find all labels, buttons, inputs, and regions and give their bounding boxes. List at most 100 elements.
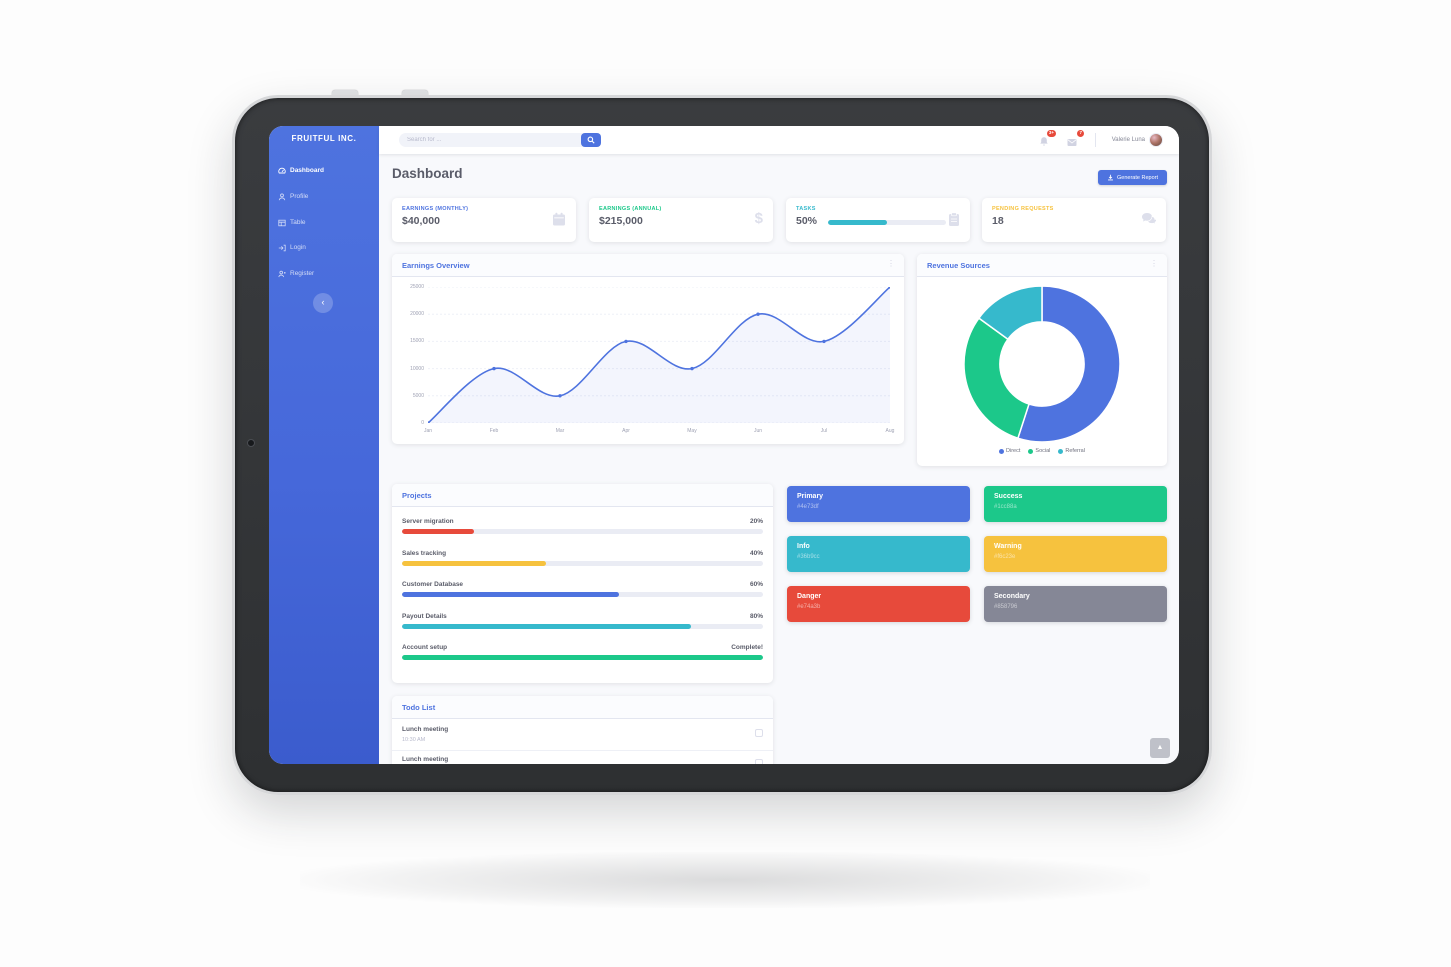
color-card-secondary[interactable]: Secondary #858796 — [984, 586, 1167, 622]
revenue-donut-chart — [963, 285, 1121, 443]
color-name: Danger — [797, 593, 822, 600]
dollar-icon: $ — [754, 210, 763, 227]
kebab-menu-icon[interactable]: ⋮ — [1150, 259, 1158, 268]
color-card-warning[interactable]: Warning #f6c23e — [984, 536, 1167, 572]
x-tick-label: Feb — [489, 428, 499, 434]
tachometer-icon — [278, 167, 286, 173]
earnings-overview-title: Earnings Overview — [402, 261, 470, 270]
user-avatar[interactable] — [1149, 133, 1163, 147]
color-card-success[interactable]: Success #1cc88a — [984, 486, 1167, 522]
legend-label: Direct — [1006, 448, 1021, 454]
earnings-overview-card: Earnings Overview ⋮ 25000 20000 15000 10000… — [392, 254, 904, 444]
tablet-frame: FRUITFUL INC. Dashboard Profile Table Lo… — [232, 95, 1212, 795]
sidebar-item-label: Login — [290, 244, 306, 251]
revenue-sources-card: Revenue Sources ⋮ Direct Social Referral — [917, 254, 1167, 466]
dashboard-screen: FRUITFUL INC. Dashboard Profile Table Lo… — [269, 126, 1179, 764]
topbar: 3+ 7 Valerie Luna — [379, 126, 1179, 154]
project-row: Server migration 20% — [402, 515, 763, 546]
legend-item-social[interactable]: Social — [1028, 448, 1050, 454]
stat-card-pending-requests[interactable]: PENDING REQUESTS 18 — [982, 198, 1166, 242]
legend-label: Social — [1035, 448, 1051, 454]
color-hex: #e74a3b — [797, 604, 821, 610]
color-card-info[interactable]: Info #36b9cc — [787, 536, 970, 572]
y-tick-label: 5000 — [412, 392, 424, 399]
progress-track — [402, 529, 763, 534]
project-name: Sales tracking — [402, 549, 447, 557]
todo-item-title: Lunch meeting — [402, 756, 449, 763]
color-hex: #f6c23e — [994, 554, 1016, 560]
topbar-divider — [1095, 133, 1096, 147]
todo-divider — [392, 750, 773, 751]
donut-slice-social[interactable] — [963, 317, 1030, 440]
stat-value: 50% — [796, 215, 818, 227]
y-tick-label: 15000 — [410, 338, 424, 345]
y-tick-label: 0 — [421, 420, 424, 426]
generate-report-button[interactable]: Generate Report — [1098, 170, 1167, 185]
stat-label: TASKS — [796, 206, 816, 212]
todo-checkbox[interactable] — [755, 729, 763, 737]
legend-dot — [1028, 448, 1034, 454]
color-card-danger[interactable]: Danger #e74a3b — [787, 586, 970, 622]
progress-fill — [402, 623, 691, 629]
stat-card-tasks[interactable]: TASKS 50% — [786, 198, 970, 242]
sidebar-item-profile[interactable]: Profile — [278, 190, 373, 203]
legend-item-direct[interactable]: Direct — [999, 448, 1020, 454]
color-card-primary[interactable]: Primary #4e73df — [787, 486, 970, 522]
tablet-volume-button — [332, 90, 358, 98]
x-tick-label: May — [687, 428, 697, 434]
card-header: Todo List — [392, 696, 773, 719]
color-hex: #858796 — [994, 604, 1018, 610]
color-name: Primary — [797, 493, 824, 500]
sidebar-item-dashboard[interactable]: Dashboard — [278, 164, 373, 177]
brand-logo[interactable]: FRUITFUL INC. — [291, 134, 357, 143]
x-tick-label: Jun — [753, 428, 763, 434]
sidebar-item-label: Profile — [290, 193, 309, 200]
sidebar-item-register[interactable]: Register — [278, 267, 373, 280]
search-icon — [587, 136, 595, 144]
progress-track — [402, 592, 763, 597]
sidebar-item-login[interactable]: Login — [278, 241, 373, 254]
table-icon — [278, 219, 286, 226]
x-tick-label: Apr — [622, 428, 630, 434]
tablet-floor-shadow — [300, 852, 1150, 908]
calendar-icon — [552, 212, 566, 232]
color-name: Success — [994, 493, 1023, 500]
project-row: Account setup Complete! — [402, 641, 763, 672]
progress-fill — [402, 655, 763, 660]
todo-checkbox[interactable] — [755, 759, 763, 764]
stat-label: EARNINGS (MONTHLY) — [402, 206, 469, 212]
user-plus-icon — [278, 270, 286, 277]
stat-card-earnings-monthly[interactable]: EARNINGS (MONTHLY) $40,000 — [392, 198, 576, 242]
search-button[interactable] — [581, 133, 601, 147]
revenue-sources-title: Revenue Sources — [927, 261, 990, 270]
y-tick-label: 20000 — [410, 311, 424, 318]
legend-item-referral[interactable]: Referral — [1058, 448, 1085, 454]
project-name: Customer Database — [402, 581, 464, 588]
x-tick-label: Aug — [885, 428, 895, 434]
earnings-line-chart — [428, 287, 890, 423]
progress-fill — [402, 560, 547, 566]
stat-label: EARNINGS (ANNUAL) — [599, 206, 662, 212]
card-header: Projects — [392, 484, 773, 507]
progress-track — [402, 655, 763, 660]
scroll-to-top-button[interactable]: ▲ — [1150, 738, 1170, 758]
card-header: Revenue Sources ⋮ — [917, 254, 1167, 277]
donut-slice-referral[interactable] — [977, 285, 1043, 341]
donut-slice-direct[interactable] — [1016, 285, 1121, 443]
tasks-progress-fill — [828, 220, 887, 225]
user-name[interactable]: Valerie Luna — [1111, 137, 1145, 143]
color-name: Secondary — [994, 593, 1030, 600]
progress-fill — [402, 529, 475, 534]
alerts-badge: 3+ — [1046, 130, 1056, 137]
sidebar-item-table[interactable]: Table — [278, 216, 373, 229]
x-tick-label: Jul — [820, 428, 828, 434]
search-input[interactable] — [407, 133, 577, 147]
messages-button[interactable]: 7 — [1067, 130, 1084, 146]
x-tick-label: Jan — [423, 428, 433, 434]
kebab-menu-icon[interactable]: ⋮ — [887, 259, 895, 268]
stat-card-earnings-annual[interactable]: EARNINGS (ANNUAL) $215,000 $ — [589, 198, 773, 242]
sidebar-item-label: Register — [290, 270, 315, 277]
search-bar — [399, 133, 601, 147]
sidebar-collapse-button[interactable]: ‹ — [313, 293, 333, 313]
alerts-bell-button[interactable]: 3+ — [1039, 130, 1056, 146]
